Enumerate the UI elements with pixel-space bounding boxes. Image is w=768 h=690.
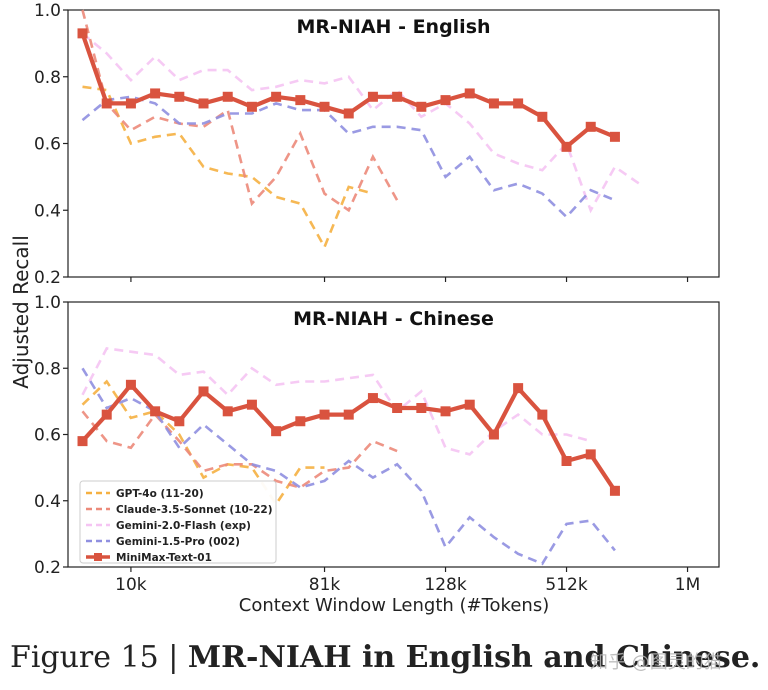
- data-point-minimax-text-01: [271, 91, 282, 102]
- data-point-minimax-text-01: [609, 485, 620, 496]
- data-point-minimax-text-01: [367, 393, 378, 404]
- x-tick-label: 128k: [424, 575, 466, 595]
- x-tick-label: 81k: [309, 575, 341, 595]
- data-point-minimax-text-01: [416, 403, 427, 413]
- data-point-minimax-text-01: [513, 383, 524, 394]
- data-point-minimax-text-01: [513, 98, 524, 109]
- series-line-gemini-2-0-flash-exp: [81, 32, 640, 214]
- data-point-minimax-text-01: [464, 399, 475, 410]
- data-point-minimax-text-01: [271, 426, 282, 437]
- data-point-minimax-text-01: [77, 436, 88, 447]
- y-tick-label: 0.6: [34, 426, 61, 446]
- data-point-minimax-text-01: [367, 91, 378, 102]
- data-point-minimax-text-01: [343, 108, 354, 119]
- y-tick-label: 0.6: [34, 135, 61, 155]
- legend-label-minimax-text-01: MiniMax-Text-01: [116, 552, 212, 564]
- y-tick-label: 1.0: [34, 1, 61, 21]
- data-point-minimax-text-01: [246, 101, 257, 112]
- data-point-minimax-text-01: [77, 28, 88, 39]
- legend-label-gpt-4o-11-20: GPT-4o (11-20): [116, 488, 204, 500]
- data-point-minimax-text-01: [537, 111, 548, 122]
- y-tick-label: 1.0: [34, 293, 61, 313]
- data-point-minimax-text-01: [174, 416, 185, 427]
- legend-label-gemini-2-0-flash-exp: Gemini-2.0-Flash (exp): [116, 520, 251, 532]
- y-tick-label: 0.4: [34, 492, 61, 512]
- data-point-minimax-text-01: [537, 409, 548, 420]
- data-point-minimax-text-01: [198, 386, 209, 397]
- figure-caption: Figure 15 | MR-NIAH in English and Chine…: [10, 640, 760, 675]
- data-point-minimax-text-01: [488, 429, 499, 440]
- y-tick-label: 0.8: [34, 359, 61, 379]
- data-point-minimax-text-01: [150, 406, 161, 417]
- data-point-minimax-text-01: [561, 141, 572, 152]
- data-point-minimax-text-01: [319, 409, 330, 420]
- data-point-minimax-text-01: [585, 449, 596, 460]
- data-point-minimax-text-01: [246, 399, 257, 410]
- series-line-claude-3-5-sonnet-10-22: [81, 9, 399, 213]
- data-point-minimax-text-01: [440, 406, 451, 417]
- data-point-minimax-text-01: [222, 91, 233, 102]
- x-tick-label: 1M: [675, 575, 700, 595]
- legend-label-gemini-1-5-pro-002: Gemini-1.5-Pro (002): [116, 536, 240, 548]
- data-point-minimax-text-01: [343, 409, 354, 420]
- data-point-minimax-text-01: [295, 95, 306, 106]
- panel-title: MR-NIAH - Chinese: [293, 308, 494, 330]
- data-point-minimax-text-01: [440, 95, 451, 106]
- panel-title: MR-NIAH - English: [296, 16, 490, 38]
- y-tick-label: 0.2: [34, 558, 61, 578]
- data-point-minimax-text-01: [392, 403, 403, 413]
- legend-marker-minimax-text-01: [94, 553, 102, 561]
- series-line-gpt-4o-11-20: [82, 85, 374, 251]
- series-line-gpt-4o-11-20: [81, 379, 325, 507]
- series-line-minimax-text-01: [80, 382, 617, 492]
- figure-caption-title: MR-NIAH in English and Chinese.: [187, 640, 761, 675]
- y-axis-label: Adjusted Recall: [9, 235, 33, 389]
- x-tick-label: 512k: [545, 575, 587, 595]
- data-point-minimax-text-01: [464, 88, 475, 99]
- y-tick-label: 0.4: [34, 201, 61, 221]
- plot-frame: [67, 9, 720, 278]
- legend-label-claude-3-5-sonnet-10-22: Claude-3.5-Sonnet (10-22): [116, 504, 273, 516]
- data-point-minimax-text-01: [585, 121, 596, 132]
- data-point-minimax-text-01: [319, 101, 330, 112]
- data-point-minimax-text-01: [150, 88, 161, 99]
- data-point-minimax-text-01: [101, 98, 112, 109]
- y-tick-label: 0.8: [34, 68, 61, 88]
- legend: GPT-4o (11-20) Claude-3.5-Sonnet (10-22) G…: [79, 480, 277, 564]
- series-line-gemini-1-5-pro-002: [81, 95, 616, 219]
- series-line-minimax-text-01: [80, 32, 616, 149]
- data-point-minimax-text-01: [392, 91, 403, 102]
- legend-box: [79, 480, 277, 564]
- series-line-gemini-1-5-pro-002: [81, 367, 616, 566]
- chart-panel-0: 0.2 0.4 0.6 0.8 1.0 MR-NIAH - English: [34, 1, 720, 288]
- data-point-minimax-text-01: [222, 406, 233, 417]
- data-point-minimax-text-01: [125, 379, 136, 390]
- data-point-minimax-text-01: [295, 416, 306, 427]
- data-point-minimax-text-01: [609, 131, 620, 142]
- figure-caption-number: Figure 15 |: [10, 640, 188, 675]
- x-tick-label: 10k: [115, 575, 147, 595]
- data-point-minimax-text-01: [174, 91, 185, 102]
- data-point-minimax-text-01: [198, 98, 209, 109]
- series-line-claude-3-5-sonnet-10-22: [81, 410, 398, 489]
- data-point-minimax-text-01: [488, 98, 499, 109]
- y-tick-label: 0.2: [34, 268, 61, 288]
- x-axis-label: Context Window Length (#Tokens): [239, 595, 549, 616]
- data-point-minimax-text-01: [101, 409, 112, 420]
- series-line-gemini-2-0-flash-exp: [81, 346, 592, 456]
- chart-figure: 0.20.40.60.81.0MR-NIAH - English0.20.40.…: [9, 1, 720, 616]
- chart-panel-1: 0.2 0.4 0.6 0.8 1.0 10k 81k 128k 512k 1M MR-NIAH -…: [34, 293, 720, 595]
- data-point-minimax-text-01: [416, 101, 427, 112]
- watermark-text: 知乎 @图灵的猫: [590, 652, 722, 673]
- data-point-minimax-text-01: [561, 456, 572, 466]
- data-point-minimax-text-01: [125, 98, 136, 109]
